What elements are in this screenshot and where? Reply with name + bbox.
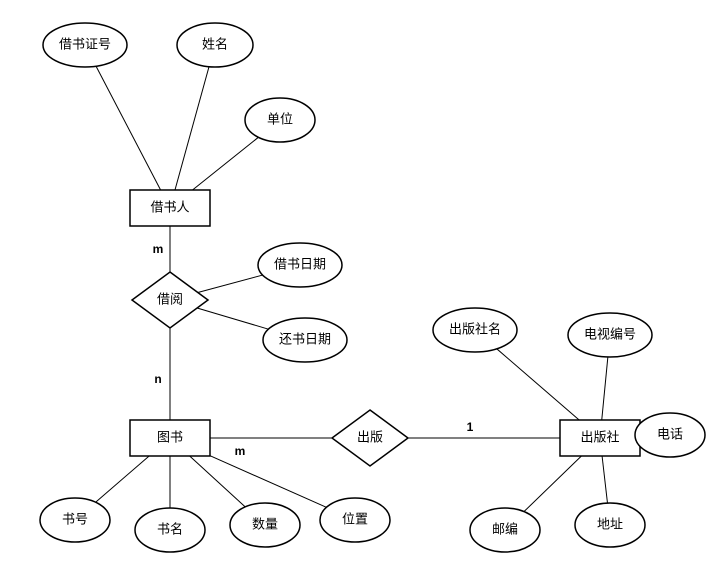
- edge-book-loc: [210, 456, 326, 508]
- attribute-qty: 数量: [230, 503, 300, 547]
- edge-borrower-name: [175, 67, 209, 190]
- attribute-zip: 邮编: [470, 508, 540, 552]
- edge-borrow-return_dt: [197, 308, 268, 329]
- relationship-publish: 出版: [332, 410, 408, 466]
- cardinality-label: 1: [467, 420, 474, 434]
- attribute-tv_no: 电视编号: [568, 313, 652, 357]
- attribute-label: 电视编号: [584, 326, 636, 341]
- attribute-loc: 位置: [320, 498, 390, 542]
- edge-publisher-zip: [524, 456, 581, 512]
- edge-borrower-dept: [193, 137, 259, 190]
- attribute-label: 单位: [267, 111, 293, 126]
- shapes-layer: 借书人图书 出版社 借阅出版 借书证号 姓名单位借书日期还书日期书号书名 数量 位置 出版社名…: [40, 23, 705, 552]
- edge-book-qty: [190, 456, 246, 507]
- relationship-label: 借阅: [157, 291, 183, 306]
- attribute-book_no: 书号: [40, 498, 110, 542]
- attribute-label: 电话: [657, 426, 683, 441]
- attribute-label: 书号: [62, 511, 88, 526]
- attribute-label: 位置: [342, 511, 368, 526]
- entity-borrower: 借书人: [130, 190, 210, 226]
- edge-publisher-addr: [602, 456, 607, 503]
- edge-book-book_no: [96, 456, 150, 502]
- attribute-label: 书名: [157, 521, 183, 536]
- attribute-borrow_dt: 借书日期: [258, 243, 342, 287]
- entity-label: 图书: [157, 429, 183, 444]
- attribute-return_dt: 还书日期: [263, 318, 347, 362]
- edge-borrower-card_no: [96, 66, 161, 190]
- attribute-label: 还书日期: [279, 331, 331, 346]
- edge-publisher-tv_no: [602, 357, 608, 420]
- attribute-label: 借书证号: [59, 36, 111, 51]
- attribute-name: 姓名: [177, 23, 253, 67]
- entity-book: 图书: [130, 420, 210, 456]
- relationship-borrow: 借阅: [132, 272, 208, 328]
- entity-publisher: 出版社: [560, 420, 640, 456]
- cardinality-label: n: [154, 372, 161, 386]
- cardinality-label: m: [153, 242, 164, 256]
- edge-publisher-pub_name: [497, 349, 579, 420]
- edge-borrow-borrow_dt: [198, 275, 263, 292]
- cardinality-label: m: [235, 444, 246, 458]
- attribute-label: 数量: [252, 516, 278, 531]
- entity-label: 出版社: [580, 429, 619, 444]
- attribute-phone: 电话: [635, 413, 705, 457]
- attribute-label: 借书日期: [274, 256, 326, 271]
- attribute-book_name: 书名: [135, 508, 205, 552]
- attribute-dept: 单位: [245, 98, 315, 142]
- attribute-label: 姓名: [202, 36, 228, 51]
- attribute-label: 地址: [597, 516, 623, 531]
- attribute-card_no: 借书证号: [43, 23, 127, 67]
- entity-label: 借书人: [150, 199, 189, 214]
- attribute-addr: 地址: [575, 503, 645, 547]
- relationship-label: 出版: [357, 429, 383, 444]
- attribute-pub_name: 出版社名: [433, 308, 517, 352]
- attribute-label: 出版社名: [449, 321, 501, 336]
- er-diagram-canvas: 借书人图书 出版社 借阅出版 借书证号 姓名单位借书日期还书日期书号书名 数量 位置 出版社名…: [0, 0, 723, 583]
- attribute-label: 邮编: [492, 521, 518, 536]
